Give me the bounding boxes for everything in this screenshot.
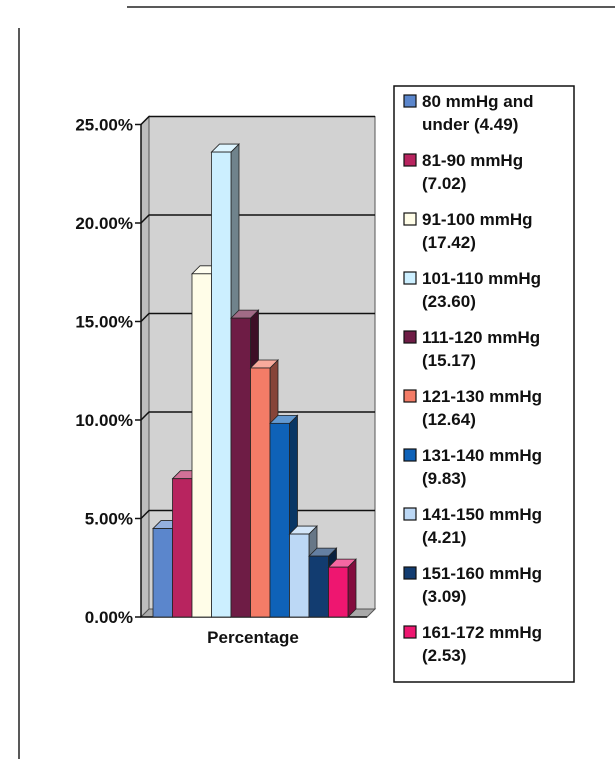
legend-item: 151-160 mmHg (3.09) xyxy=(403,564,542,606)
y-axis: 0.00% 5.00% 10.00% 15.00% 20.00% 25.00% xyxy=(75,116,367,627)
legend-label: (2.53) xyxy=(422,646,466,665)
legend-label: 80 mmHg and xyxy=(422,92,533,111)
legend-item: 141-150 mmHg (4.21) xyxy=(403,505,542,547)
legend-label: 141-150 mmHg xyxy=(422,505,542,524)
y-tick-label: 25.00% xyxy=(75,116,133,135)
y-tick-label: 20.00% xyxy=(75,214,133,233)
side-wall xyxy=(140,115,150,619)
legend-swatch xyxy=(403,212,417,226)
legend-label: 121-130 mmHg xyxy=(422,387,542,406)
y-tick-label: 0.00% xyxy=(85,608,133,627)
legend-swatch xyxy=(403,566,417,580)
legend-swatch xyxy=(403,507,417,521)
legend-label: under (4.49) xyxy=(422,115,518,134)
legend-item: 161-172 mmHg (2.53) xyxy=(403,623,542,665)
y-tick-label: 10.00% xyxy=(75,411,133,430)
legend-label: 161-172 mmHg xyxy=(422,623,542,642)
legend-swatch xyxy=(403,389,417,403)
legend-swatch xyxy=(403,625,417,639)
gridline xyxy=(140,411,375,421)
legend-item: 101-110 mmHg (23.60) xyxy=(403,269,541,311)
legend-label: 111-120 mmHg xyxy=(422,328,540,347)
legend-item: 91-100 mmHg (17.42) xyxy=(403,210,533,252)
legend-item: 81-90 mmHg (7.02) xyxy=(403,151,523,193)
legend-item: 131-140 mmHg (9.83) xyxy=(403,446,542,488)
x-category-label: Percentage xyxy=(207,628,299,647)
legend-box xyxy=(393,85,575,683)
legend-label: (23.60) xyxy=(422,292,476,311)
legend: 80 mmHg and under (4.49) 81-90 mmHg (7.02) 9… xyxy=(393,85,575,683)
legend-item: 80 mmHg and under (4.49) xyxy=(403,92,533,134)
bar xyxy=(327,558,357,618)
legend-swatch xyxy=(403,271,417,285)
gridline xyxy=(140,312,375,323)
legend-label: 101-110 mmHg xyxy=(422,269,541,288)
legend-label: 151-160 mmHg xyxy=(422,564,542,583)
y-tick-label: 5.00% xyxy=(85,510,133,529)
legend-label: 91-100 mmHg xyxy=(422,210,533,229)
legend-swatch xyxy=(403,330,417,344)
legend-swatch xyxy=(403,153,417,167)
y-tick-label: 15.00% xyxy=(75,313,133,332)
bars xyxy=(152,143,357,618)
gridline xyxy=(140,214,375,224)
gridline xyxy=(140,115,375,126)
legend-label: (3.09) xyxy=(422,587,466,606)
legend-label: (12.64) xyxy=(422,410,476,429)
legend-label: 81-90 mmHg xyxy=(422,151,523,170)
legend-label: (4.21) xyxy=(422,528,466,547)
gridline xyxy=(140,509,375,520)
legend-label: (9.83) xyxy=(422,469,466,488)
legend-swatch xyxy=(403,94,417,108)
legend-label: (17.42) xyxy=(422,233,476,252)
legend-label: (7.02) xyxy=(422,174,466,193)
legend-label: (15.17) xyxy=(422,351,476,370)
legend-swatch xyxy=(403,448,417,462)
legend-label: 131-140 mmHg xyxy=(422,446,542,465)
legend-item: 121-130 mmHg (12.64) xyxy=(403,387,542,429)
legend-item: 111-120 mmHg (15.17) xyxy=(403,328,540,370)
